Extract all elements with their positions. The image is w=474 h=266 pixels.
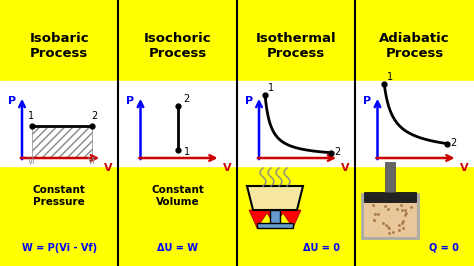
Text: Isochoric
Process: Isochoric Process [144, 32, 211, 60]
Text: P: P [127, 96, 135, 106]
Text: ΔU = W: ΔU = W [157, 243, 198, 253]
Text: V: V [104, 163, 113, 173]
Text: V: V [459, 163, 468, 173]
Bar [118, 81, 237, 166]
Bar [0, 81, 118, 166]
Polygon shape [247, 186, 303, 210]
Bar [365, 192, 417, 202]
Text: P: P [245, 96, 253, 106]
Text: V: V [222, 163, 231, 173]
Text: 2: 2 [450, 138, 457, 148]
Text: V: V [341, 163, 350, 173]
Text: Vf: Vf [88, 157, 96, 166]
Text: ΔU = 0: ΔU = 0 [303, 243, 340, 253]
Bar [385, 162, 395, 192]
Polygon shape [249, 210, 301, 228]
Text: 1: 1 [183, 147, 190, 157]
Text: Vi: Vi [28, 157, 36, 166]
Text: 1: 1 [387, 72, 393, 82]
Text: Isobaric
Process: Isobaric Process [29, 32, 89, 60]
Text: P: P [364, 96, 372, 106]
Text: 1: 1 [28, 111, 34, 121]
Text: Constant
Pressure: Constant Pressure [33, 185, 86, 207]
Text: P: P [8, 96, 16, 106]
Bar [363, 194, 419, 238]
Text: 2: 2 [334, 147, 340, 157]
Bar [257, 223, 293, 228]
Text: 2: 2 [91, 111, 97, 121]
Text: Isothermal
Process: Isothermal Process [256, 32, 337, 60]
Text: Constant
Volume: Constant Volume [151, 185, 204, 207]
Bar [356, 81, 474, 166]
Text: W = P(Vi - Vf): W = P(Vi - Vf) [22, 243, 97, 253]
Bar [32, 126, 92, 158]
Text: 2: 2 [183, 94, 190, 104]
Text: 1: 1 [268, 83, 274, 93]
Bar [237, 81, 356, 166]
Text: Q = 0: Q = 0 [428, 243, 458, 253]
Text: Adiabatic
Process: Adiabatic Process [380, 32, 450, 60]
Bar [270, 210, 280, 224]
